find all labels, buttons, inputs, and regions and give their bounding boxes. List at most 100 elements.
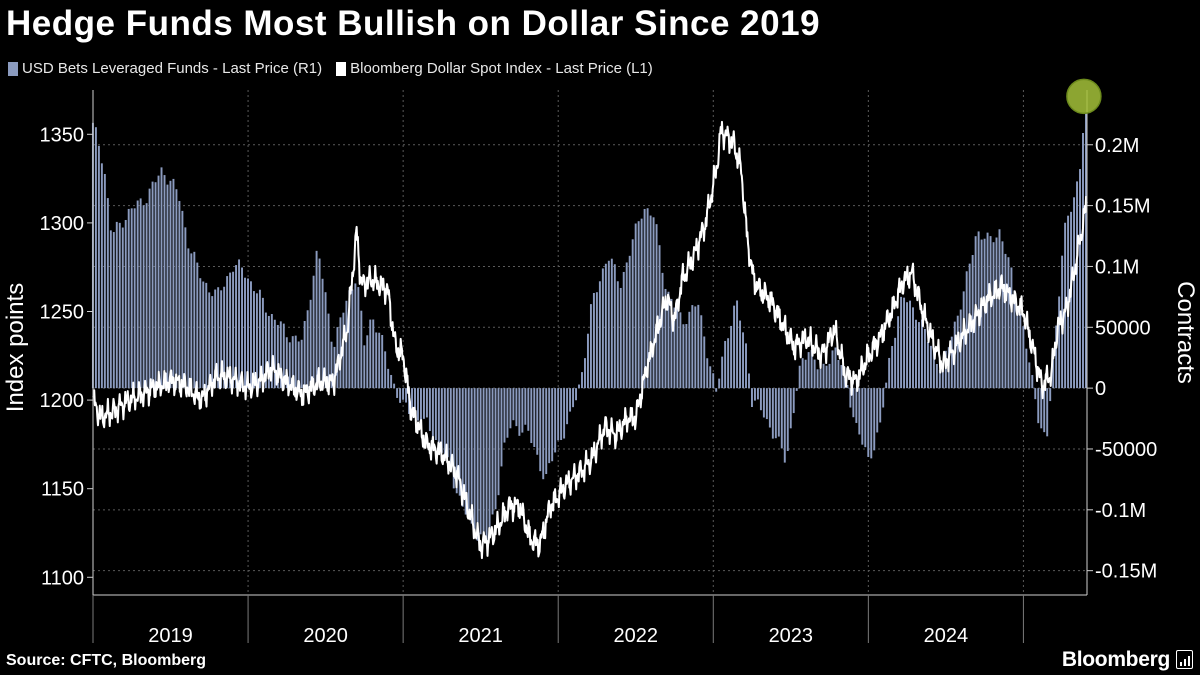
bar-usd-bets	[318, 258, 321, 389]
bar-usd-bets	[691, 305, 694, 389]
bar-usd-bets	[572, 388, 575, 408]
bar-usd-bets	[515, 388, 518, 427]
bar-usd-bets	[762, 388, 765, 418]
bar-usd-bets	[783, 388, 786, 463]
legend-swatch-bars	[8, 61, 18, 76]
bar-usd-bets	[649, 215, 652, 389]
bar-usd-bets	[1001, 241, 1004, 389]
bar-usd-bets	[906, 302, 909, 389]
bar-usd-bets	[825, 365, 828, 389]
bar-usd-bets	[136, 200, 139, 389]
bar-usd-bets	[1058, 296, 1061, 389]
right-axis-title: Contracts	[1172, 281, 1199, 384]
bar-usd-bets	[464, 388, 467, 515]
bar-usd-bets	[390, 374, 393, 389]
bar-usd-bets	[172, 178, 175, 389]
bar-usd-bets	[813, 359, 816, 389]
bar-usd-bets	[166, 184, 169, 389]
bar-usd-bets	[247, 278, 249, 389]
bar-usd-bets	[211, 296, 214, 389]
bar-usd-bets	[363, 345, 366, 389]
bar-usd-bets	[282, 323, 285, 389]
bar-usd-bets	[858, 388, 861, 435]
bar-usd-bets	[673, 307, 676, 389]
bar-usd-bets	[566, 388, 569, 425]
legend-label-dollar-index: Bloomberg Dollar Spot Index - Last Price…	[350, 60, 653, 77]
bar-usd-bets	[706, 358, 709, 389]
bar-usd-bets	[446, 388, 449, 458]
bar-usd-bets	[619, 287, 622, 389]
bar-usd-bets	[1031, 375, 1034, 389]
bar-usd-bets	[932, 350, 935, 389]
brand-logo: Bloomberg	[1061, 648, 1170, 671]
x-tick-label-2024: 2024	[924, 625, 969, 647]
bar-usd-bets	[291, 336, 294, 389]
bar-usd-bets	[1013, 290, 1016, 389]
bar-usd-bets	[455, 388, 458, 494]
bar-usd-bets	[169, 180, 172, 389]
legend-item-usd-bets: USD Bets Leveraged Funds - Last Price (R…	[8, 60, 322, 77]
bar-usd-bets	[148, 188, 151, 389]
right-tick-label: 0.1M	[1095, 256, 1139, 278]
bar-usd-bets	[261, 297, 264, 389]
right-tick-label: -50000	[1095, 439, 1157, 461]
bar-usd-bets	[733, 305, 736, 389]
bar-usd-bets	[751, 388, 753, 408]
bar-usd-bets	[545, 388, 548, 475]
bar-usd-bets	[584, 358, 586, 389]
bar-usd-bets	[112, 232, 115, 389]
bar-usd-bets	[458, 388, 461, 496]
bar-usd-bets	[604, 263, 607, 389]
bar-usd-bets	[497, 388, 500, 496]
bar-usd-bets	[792, 388, 795, 414]
bar-usd-bets	[425, 388, 428, 418]
bar-usd-bets	[151, 181, 154, 389]
bar-usd-bets	[1016, 307, 1019, 389]
bar-usd-bets	[575, 388, 577, 401]
bar-usd-bets	[852, 388, 855, 418]
bar-usd-bets	[894, 337, 897, 389]
bar-usd-bets	[494, 388, 497, 510]
bar-usd-bets	[721, 356, 724, 389]
bar-usd-bets	[560, 388, 563, 441]
bar-usd-bets	[625, 262, 628, 389]
bar-usd-bets	[178, 200, 181, 389]
bar-usd-bets	[509, 388, 512, 429]
bar-usd-bets	[786, 388, 789, 452]
bar-usd-bets	[581, 372, 583, 389]
bar-usd-bets	[205, 282, 208, 389]
bar-usd-bets	[512, 388, 515, 421]
bar-usd-bets	[500, 388, 503, 467]
bar-usd-bets	[345, 300, 348, 389]
bar-usd-bets	[467, 388, 470, 515]
bar-usd-bets	[190, 253, 193, 389]
bar-usd-bets	[1085, 112, 1087, 389]
bar-usd-bets	[503, 388, 506, 443]
bar-usd-bets	[470, 388, 473, 524]
bar-usd-bets	[929, 345, 932, 389]
bar-usd-bets	[154, 182, 157, 389]
bar-usd-bets	[727, 338, 730, 389]
bar-usd-bets	[598, 281, 601, 389]
bar-usd-bets	[697, 304, 700, 389]
bar-usd-bets	[1082, 133, 1084, 389]
bar-usd-bets	[238, 259, 241, 389]
bar-usd-bets	[199, 278, 202, 389]
bar-usd-bets	[685, 324, 688, 389]
bar-usd-bets	[888, 357, 891, 389]
bar-usd-bets	[712, 373, 715, 389]
bar-usd-bets	[539, 388, 542, 472]
bar-usd-bets	[592, 292, 595, 389]
bar-usd-bets	[756, 388, 759, 400]
bar-usd-bets	[718, 378, 721, 389]
bar-usd-bets	[789, 388, 792, 429]
left-tick-label: 1350	[40, 124, 85, 146]
bar-usd-bets	[855, 388, 858, 423]
bar-usd-bets	[578, 384, 580, 389]
bar-usd-bets	[440, 388, 443, 453]
bar-usd-bets	[351, 289, 354, 389]
bar-usd-bets	[724, 340, 727, 389]
bar-usd-bets	[217, 287, 220, 389]
legend-swatch-line	[336, 61, 347, 76]
